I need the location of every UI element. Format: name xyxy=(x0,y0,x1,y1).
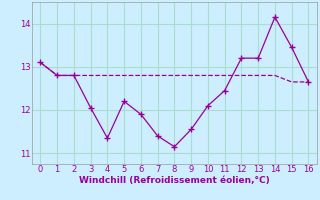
X-axis label: Windchill (Refroidissement éolien,°C): Windchill (Refroidissement éolien,°C) xyxy=(79,176,270,185)
